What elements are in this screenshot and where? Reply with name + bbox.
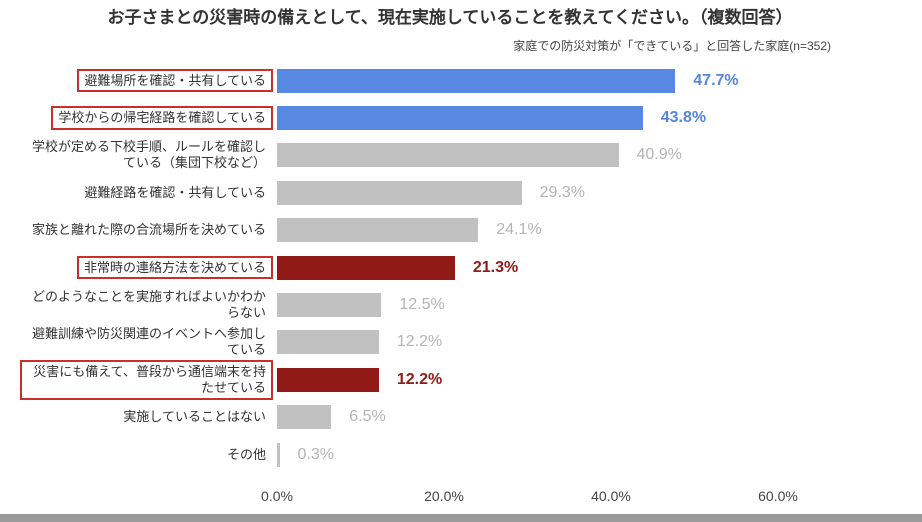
category-label: 家族と離れた際の合流場所を決めている <box>31 222 266 238</box>
chart-title: お子さまとの災害時の備えとして、現在実施していることを教えてください。（複数回答… <box>107 8 793 27</box>
value-label: 24.1% <box>496 221 542 239</box>
value-label: 43.8% <box>660 108 707 126</box>
category-label: その他 <box>226 446 266 462</box>
bar <box>277 68 676 93</box>
category-label: 避難訓練や防災関連のイベントへ参加している <box>31 326 266 358</box>
category-label-row: 災害にも備えて、普段から通信端末を持たせている <box>0 359 273 400</box>
x-tick-label: 20.0% <box>424 488 464 504</box>
category-label-row: どのようなことを実施すればよいかわからない <box>0 285 273 325</box>
bottom-edge-strip <box>0 514 922 522</box>
bar <box>277 143 619 168</box>
category-label-row: 避難場所を確認・共有している <box>0 61 273 101</box>
bar <box>277 292 382 317</box>
category-label: 実施していることはない <box>123 409 266 425</box>
x-tick-label: 0.0% <box>261 488 293 504</box>
bar <box>277 180 522 205</box>
category-label-row: 非常時の連絡方法を決めている <box>0 248 273 288</box>
bar <box>277 218 479 243</box>
value-label: 0.3% <box>297 445 334 463</box>
value-label: 47.7% <box>693 71 739 89</box>
chart-subtitle: 家庭での防災対策が「できている」と回答した家庭(n=352) <box>513 39 831 53</box>
category-label: どのようなことを実施すればよいかわからない <box>31 289 266 320</box>
value-label: 40.9% <box>636 146 682 164</box>
category-label: 学校が定める下校手順、ルールを確認している（集団下校など） <box>31 139 266 171</box>
category-label-row: 学校からの帰宅経路を確認している <box>0 98 273 138</box>
x-tick-label: 40.0% <box>591 488 631 504</box>
category-label-row: 避難訓練や防災関連のイベントへ参加している <box>0 322 273 362</box>
value-label: 12.5% <box>399 295 445 313</box>
category-label-row: 家族と離れた際の合流場所を決めている <box>0 210 273 250</box>
category-label-row: 実施していることはない <box>0 397 273 437</box>
category-label-highlighted: 避難場所を確認・共有している <box>77 68 273 93</box>
bar <box>277 105 643 130</box>
bar <box>277 367 379 392</box>
category-label-row: その他 <box>0 435 273 475</box>
bar <box>277 255 455 280</box>
category-label-highlighted: 非常時の連絡方法を決めている <box>76 255 273 280</box>
category-label-row: 学校が定める下校手順、ルールを確認している（集団下校など） <box>0 135 273 175</box>
category-label-highlighted: 学校からの帰宅経路を確認している <box>51 105 273 130</box>
category-label: 避難経路を確認・共有している <box>84 184 266 200</box>
category-label-row: 避難経路を確認・共有している <box>0 173 273 213</box>
category-label-highlighted: 災害にも備えて、普段から通信端末を持たせている <box>19 359 273 400</box>
bar <box>277 405 332 430</box>
value-label: 12.2% <box>396 333 443 351</box>
value-label: 21.3% <box>472 258 519 276</box>
value-label: 12.2% <box>396 370 443 388</box>
value-label: 29.3% <box>539 183 586 201</box>
value-label: 6.5% <box>349 408 386 426</box>
bar <box>277 330 379 355</box>
bar <box>277 442 280 467</box>
x-tick-label: 60.0% <box>758 488 798 504</box>
